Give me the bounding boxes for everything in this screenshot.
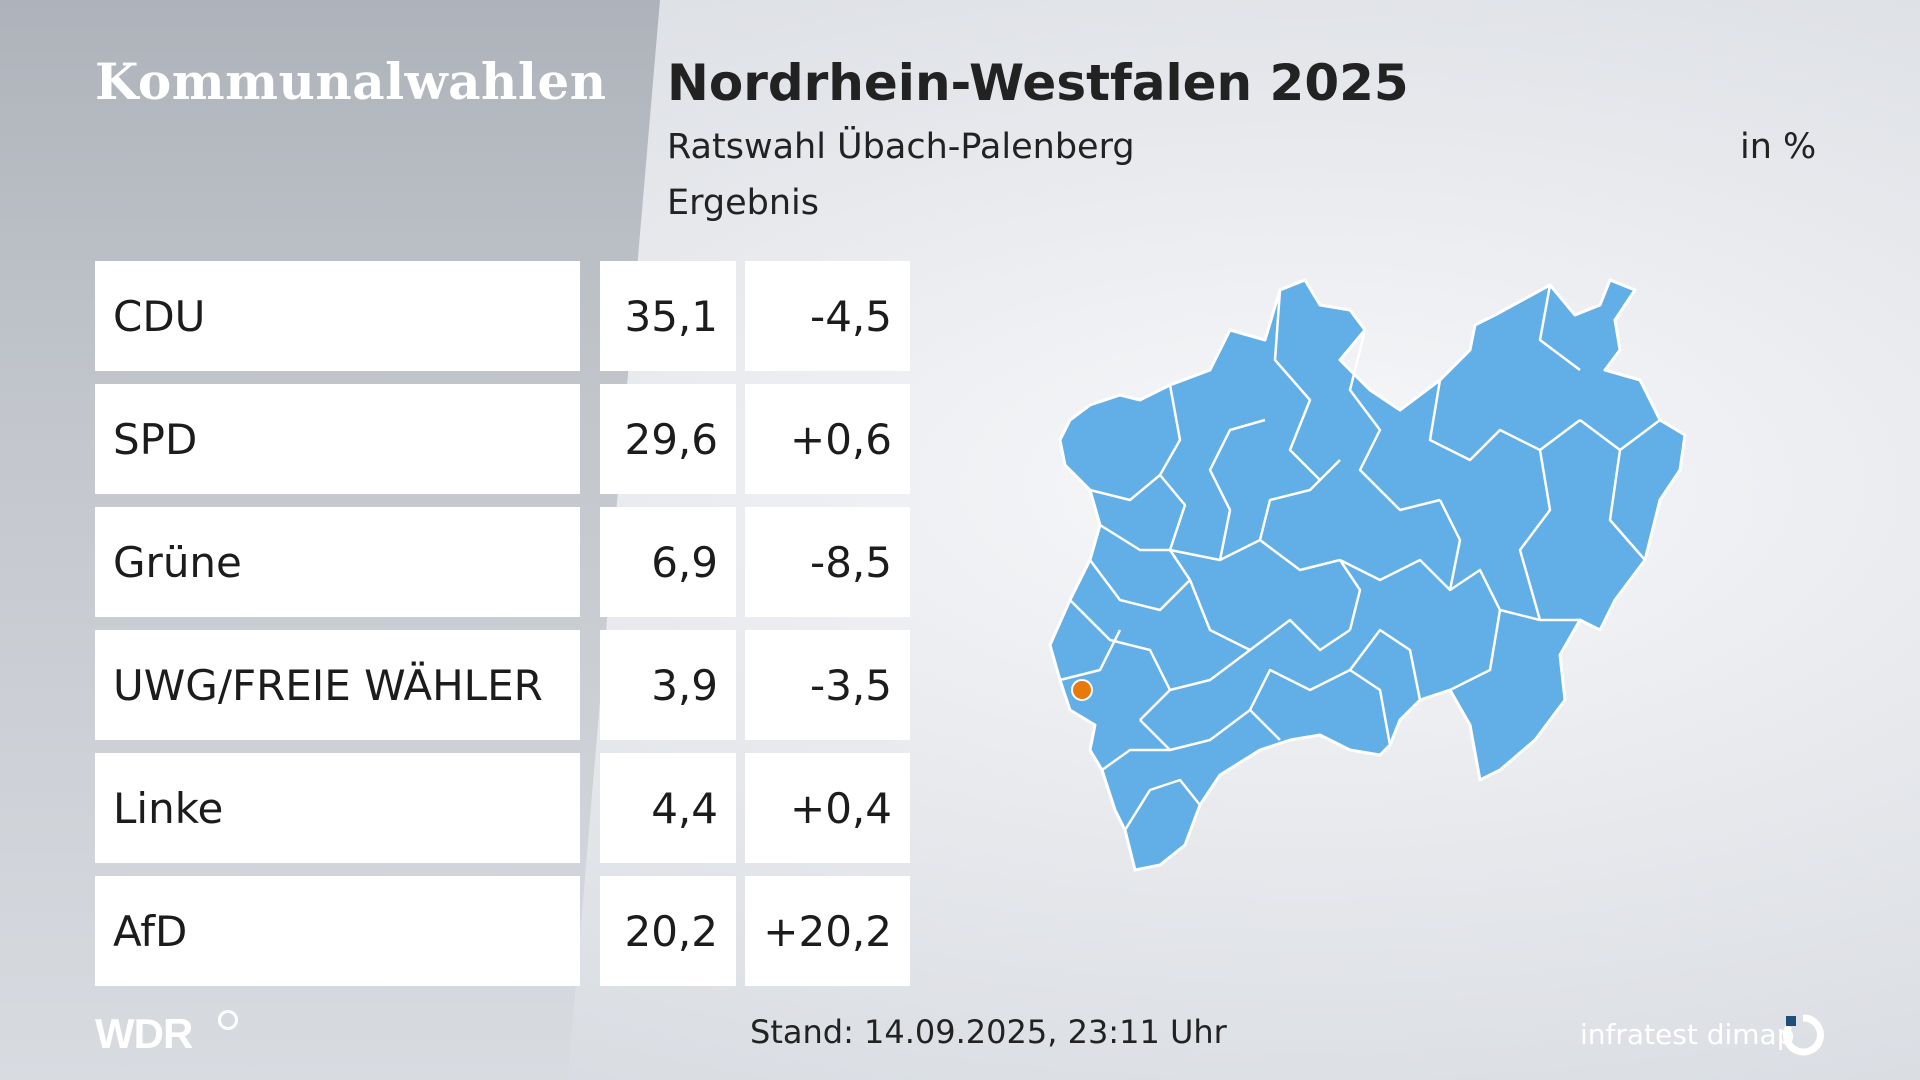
party-name: Linke [95, 753, 580, 863]
party-diff: +20,2 [745, 876, 910, 986]
party-value: 20,2 [600, 876, 736, 986]
result-label: Ergebnis [667, 183, 819, 223]
party-value: 6,9 [600, 507, 736, 617]
institute-name: infratest dimap [1580, 1018, 1795, 1051]
party-diff: +0,6 [745, 384, 910, 494]
party-name: UWG/FREIE WÄHLER [95, 630, 580, 740]
district-borders [1059, 284, 1661, 831]
party-value: 35,1 [600, 261, 736, 371]
party-diff: -3,5 [745, 630, 910, 740]
page-title: Nordrhein-Westfalen 2025 [667, 54, 1409, 112]
location-marker [1071, 679, 1093, 701]
party-value: 3,9 [600, 630, 736, 740]
party-diff: +0,4 [745, 753, 910, 863]
party-name: Grüne [95, 507, 580, 617]
infratest-logo-icon [1782, 1014, 1824, 1056]
timestamp: Stand: 14.09.2025, 23:11 Uhr [750, 1013, 1227, 1051]
wdr-logo: WDR [95, 1010, 193, 1057]
nrw-map [1048, 278, 1687, 872]
party-name: AfD [95, 876, 580, 986]
party-diff: -4,5 [745, 261, 910, 371]
party-value: 4,4 [600, 753, 736, 863]
unit-label: in % [1740, 127, 1817, 167]
page-subtitle: Ratswahl Übach-Palenberg [667, 127, 1135, 167]
wdr-registered-icon [218, 1010, 238, 1030]
party-diff: -8,5 [745, 507, 910, 617]
party-name: CDU [95, 261, 580, 371]
party-name: SPD [95, 384, 580, 494]
brand-title: Kommunalwahlen [95, 52, 607, 111]
party-value: 29,6 [600, 384, 736, 494]
